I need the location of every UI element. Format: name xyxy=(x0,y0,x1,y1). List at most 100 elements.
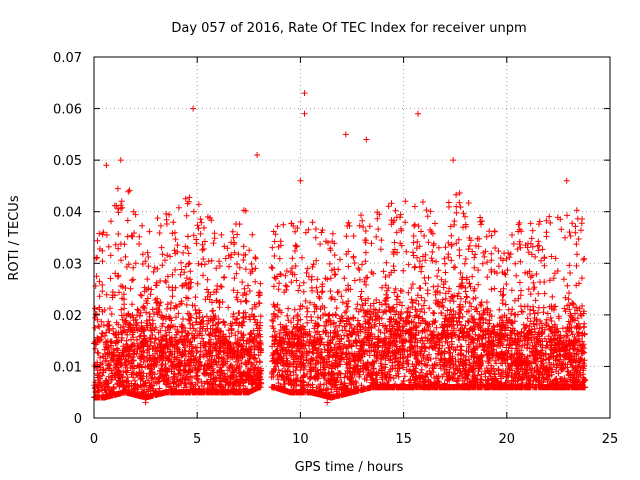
data-point-marker xyxy=(231,275,238,282)
data-point-marker xyxy=(233,270,240,277)
data-point-marker xyxy=(225,252,232,259)
data-point-marker xyxy=(229,228,236,235)
data-point-marker xyxy=(548,253,555,260)
data-point-marker xyxy=(100,353,107,360)
data-point-marker xyxy=(457,283,464,290)
data-point-marker xyxy=(366,223,373,230)
data-point-marker xyxy=(391,239,398,246)
data-point-marker xyxy=(327,288,334,295)
data-point-marker xyxy=(98,318,105,325)
data-point-marker xyxy=(564,212,570,219)
data-point-marker xyxy=(308,317,315,324)
data-point-marker xyxy=(277,271,284,277)
data-point-marker xyxy=(99,258,106,265)
data-point-marker xyxy=(309,264,316,270)
data-point-marker xyxy=(476,316,483,323)
data-point-marker xyxy=(201,224,207,231)
data-point-marker xyxy=(128,232,135,239)
data-point-marker xyxy=(130,317,137,324)
data-point-marker xyxy=(124,331,131,338)
data-point-marker xyxy=(373,296,380,303)
data-point-marker xyxy=(294,313,301,320)
data-point-marker xyxy=(343,300,350,307)
data-point-marker xyxy=(341,341,348,348)
data-point-marker xyxy=(275,243,282,250)
data-point-marker xyxy=(144,249,151,256)
data-point-marker xyxy=(119,283,126,290)
data-point-marker xyxy=(147,291,154,298)
data-point-marker xyxy=(269,244,276,251)
data-point-marker xyxy=(229,320,236,327)
data-point-marker xyxy=(414,343,421,350)
data-point-marker xyxy=(159,262,166,269)
data-point-marker xyxy=(378,237,385,244)
data-point-marker xyxy=(298,337,305,344)
data-point-marker xyxy=(231,249,238,256)
data-point-marker xyxy=(550,275,557,282)
data-point-marker xyxy=(421,309,428,316)
data-point-marker xyxy=(483,299,490,306)
data-point-marker xyxy=(108,218,114,225)
data-point-marker xyxy=(360,224,367,230)
data-point-marker xyxy=(295,287,302,294)
data-point-marker xyxy=(428,255,435,262)
data-point-marker xyxy=(289,265,296,272)
data-point-marker xyxy=(495,263,502,270)
data-point-marker xyxy=(200,256,207,262)
data-point-marker xyxy=(525,286,532,293)
data-point-marker xyxy=(275,367,282,374)
data-point-marker xyxy=(243,291,250,298)
data-point-marker xyxy=(508,310,515,317)
data-point-marker xyxy=(196,307,202,314)
data-point-marker xyxy=(433,324,440,331)
data-point-marker xyxy=(469,369,476,376)
data-point-marker xyxy=(499,292,506,299)
data-point-marker xyxy=(210,240,217,247)
data-point-marker xyxy=(483,233,490,240)
data-point-marker xyxy=(499,360,506,367)
data-point-marker xyxy=(276,255,283,262)
data-point-marker xyxy=(233,294,240,301)
data-point-marker xyxy=(377,246,384,253)
data-point-marker xyxy=(437,289,443,296)
data-point-marker xyxy=(517,292,524,299)
data-point-marker xyxy=(208,217,215,224)
data-point-marker xyxy=(351,260,358,266)
data-point-marker xyxy=(257,359,263,366)
data-point-marker xyxy=(496,306,503,313)
data-point-marker xyxy=(105,318,112,325)
data-point-marker xyxy=(527,318,534,325)
data-point-marker xyxy=(442,290,449,297)
data-point-marker xyxy=(531,351,538,358)
data-point-marker xyxy=(504,267,511,274)
data-point-marker xyxy=(325,318,332,325)
data-point-marker xyxy=(574,251,580,258)
data-point-marker xyxy=(268,264,275,271)
data-point-marker xyxy=(469,335,476,342)
data-point-marker xyxy=(375,333,382,340)
data-point-marker xyxy=(156,230,163,236)
data-point-marker xyxy=(257,280,264,287)
data-point-marker xyxy=(345,219,352,226)
data-point-marker xyxy=(424,287,431,294)
data-point-marker xyxy=(103,232,110,238)
data-point-marker xyxy=(397,211,404,218)
data-point-marker xyxy=(334,289,341,296)
data-point-marker xyxy=(156,378,163,385)
data-point-marker xyxy=(271,274,278,281)
data-point-marker xyxy=(92,305,98,312)
data-point-marker xyxy=(159,251,166,258)
data-point-marker xyxy=(408,285,415,292)
data-point-marker xyxy=(153,299,160,306)
data-point-marker xyxy=(250,377,257,384)
data-point-marker xyxy=(442,348,448,355)
data-point-marker xyxy=(280,221,287,228)
data-point-marker xyxy=(358,212,364,219)
data-point-marker xyxy=(562,234,568,241)
data-point-marker xyxy=(313,257,320,264)
data-point-marker xyxy=(472,331,479,338)
data-point-marker xyxy=(522,269,529,276)
data-point-marker xyxy=(359,261,365,268)
data-point-marker xyxy=(466,242,473,249)
data-point-marker xyxy=(294,311,301,318)
